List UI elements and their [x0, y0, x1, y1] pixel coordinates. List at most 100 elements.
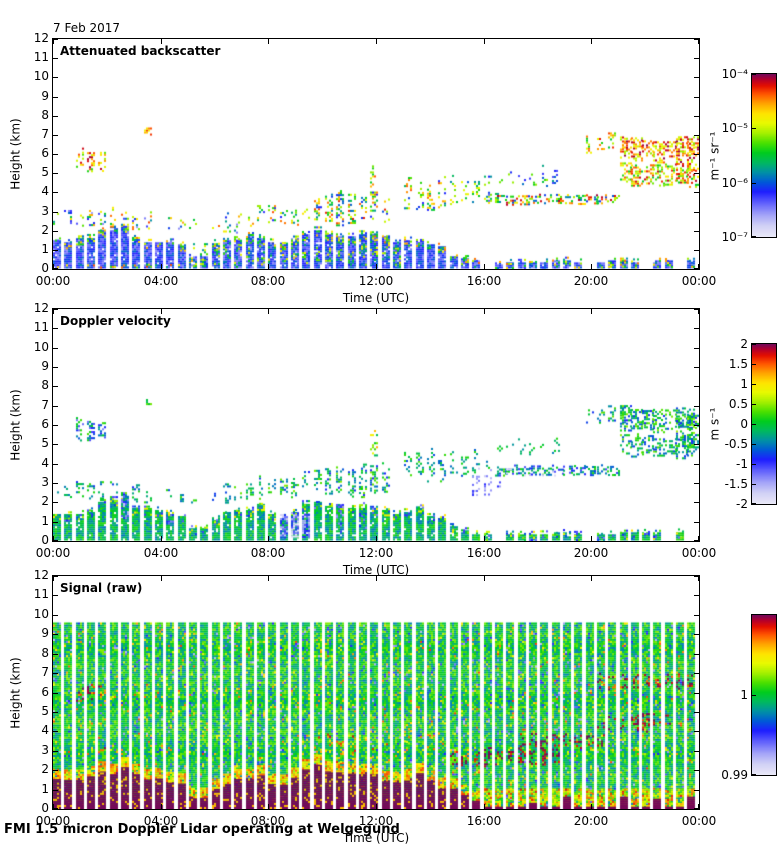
y-tick	[694, 502, 699, 503]
x-tick	[161, 576, 162, 581]
y-tick-label: 9	[41, 626, 49, 640]
x-tick	[53, 804, 54, 809]
y-tick-label: 11	[33, 320, 49, 334]
x-tick	[484, 576, 485, 581]
y-tick	[53, 731, 58, 732]
colorbar-tick	[752, 404, 756, 405]
y-tick	[694, 808, 699, 809]
colorbar-tick	[752, 364, 756, 365]
x-tick	[376, 536, 377, 541]
x-tick	[53, 39, 54, 44]
y-tick	[53, 367, 58, 368]
y-tick	[694, 116, 699, 117]
x-tick-label: 04:00	[143, 814, 179, 828]
y-tick	[694, 192, 699, 193]
colorbar-tick-label: 2	[740, 337, 748, 351]
y-tick-label: 9	[41, 89, 49, 103]
x-tick-label: 08:00	[250, 814, 286, 828]
x-tick-label: 04:00	[143, 274, 179, 288]
x-tick	[591, 576, 592, 581]
x-tick-label: 08:00	[250, 274, 286, 288]
colorbar-tick-label: -1	[736, 457, 748, 471]
y-tick	[53, 634, 58, 635]
y-tick-label: 10	[33, 340, 49, 354]
y-tick-label: 7	[41, 398, 49, 412]
y-tick-label: 9	[41, 359, 49, 373]
y-tick	[53, 502, 58, 503]
colorbar-tick-label: 0.5	[728, 397, 748, 411]
x-tick	[376, 264, 377, 269]
x-tick	[53, 576, 54, 581]
colorbar-tick	[752, 444, 756, 445]
y-tick-label: 8	[41, 646, 49, 660]
y-tick	[53, 693, 58, 694]
y-tick-label: 11	[33, 50, 49, 64]
y-tick-label: 3	[41, 743, 49, 757]
y-tick	[53, 231, 58, 232]
y-tick-label: 10	[33, 69, 49, 83]
colorbar-tick	[752, 503, 756, 504]
y-tick-label: 5	[41, 165, 49, 179]
heatmap-canvas-backscatter	[53, 39, 699, 269]
x-tick	[161, 264, 162, 269]
colorbar-tick-label: 10⁻⁵	[721, 121, 748, 136]
x-tick	[591, 39, 592, 44]
x-tick-label: 20:00	[573, 814, 609, 828]
y-tick	[53, 250, 58, 251]
colorbar-signal: 1 0.99	[721, 614, 777, 782]
y-tick-label: 2	[41, 223, 49, 237]
colorbar-tick-label: 0	[740, 417, 748, 431]
y-tick	[694, 634, 699, 635]
x-axis-label: Time (UTC)	[342, 563, 410, 577]
panel-title-backscatter: Attenuated backscatter	[60, 44, 221, 58]
x-tick	[698, 576, 699, 581]
colorbar-tick-label: -1.5	[724, 477, 748, 491]
y-tick	[53, 58, 58, 59]
y-tick-label: 2	[41, 494, 49, 508]
x-tick-label: 16:00	[466, 814, 502, 828]
x-tick-label: 00:00	[681, 274, 717, 288]
y-tick-label: 2	[41, 762, 49, 776]
y-tick-label: 6	[41, 685, 49, 699]
y-tick	[53, 135, 58, 136]
y-tick	[694, 731, 699, 732]
colorbar-tick	[752, 183, 756, 184]
x-tick-label: 00:00	[35, 274, 71, 288]
y-tick	[694, 770, 699, 771]
colorbar-tick	[752, 384, 756, 385]
x-tick	[484, 309, 485, 314]
y-tick-label: 8	[41, 108, 49, 122]
x-tick	[161, 536, 162, 541]
colorbar-tick-label: 1	[740, 377, 748, 391]
panel-doppler-velocity: Doppler velocity Time (UTC) Height (km) …	[9, 301, 716, 577]
y-tick	[53, 173, 58, 174]
y-tick-label: 0	[41, 533, 49, 547]
y-tick	[53, 77, 58, 78]
x-tick	[268, 39, 269, 44]
colorbar-backscatter: m⁻¹ sr⁻¹ 10⁻⁴ 10⁻⁵ 10⁻⁶ 10⁻⁷	[707, 67, 777, 244]
x-tick-label: 04:00	[143, 546, 179, 560]
y-tick	[694, 693, 699, 694]
colorbar-tick-label: 10⁻⁷	[721, 230, 748, 244]
x-tick	[161, 804, 162, 809]
panel-signal-raw: Signal (raw) Time (UTC) Height (km) 00:0…	[9, 568, 716, 845]
y-tick	[53, 576, 58, 577]
y-tick	[53, 425, 58, 426]
colorbar-gradient-backscatter	[752, 74, 776, 237]
y-tick	[53, 540, 58, 541]
x-tick-label: 12:00	[358, 814, 394, 828]
y-tick	[694, 386, 699, 387]
y-tick	[694, 231, 699, 232]
colorbar-tick	[752, 484, 756, 485]
y-tick	[694, 540, 699, 541]
colorbar-tick-label: 1.5	[728, 357, 748, 371]
panel-attenuated-backscatter: 7 Feb 2017 Attenuated backscatter Time (…	[9, 21, 716, 305]
y-tick	[53, 712, 58, 713]
y-tick	[53, 444, 58, 445]
x-tick	[698, 536, 699, 541]
colorbar-tick-label: 10⁻⁶	[721, 175, 748, 190]
y-tick-label: 7	[41, 665, 49, 679]
y-tick-label: 7	[41, 127, 49, 141]
x-tick	[591, 264, 592, 269]
y-tick-label: 12	[33, 301, 49, 315]
